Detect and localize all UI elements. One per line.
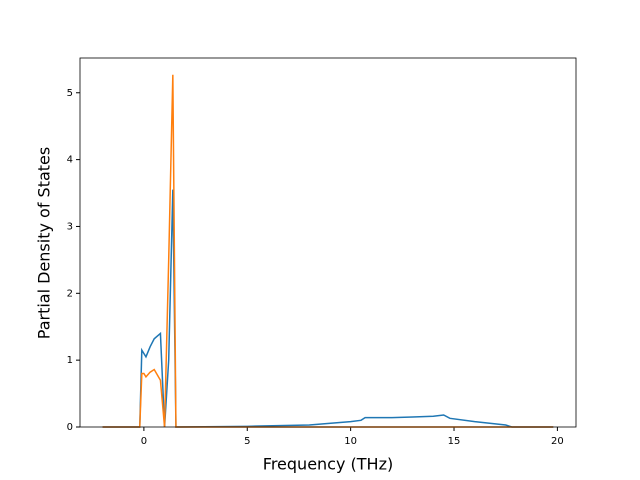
series-line	[102, 74, 554, 428]
y-tick-label: 3	[67, 221, 73, 232]
x-tick-label: 15	[448, 436, 461, 447]
y-tick-label: 1	[67, 355, 73, 366]
y-tick-label: 5	[67, 88, 73, 99]
plot-frame	[79, 57, 577, 428]
x-axis-label: Frequency (THz)	[263, 455, 393, 474]
series-line	[102, 189, 554, 428]
x-tick-label: 20	[551, 436, 564, 447]
x-tick-label: 10	[344, 436, 357, 447]
x-tick-label: 0	[141, 436, 147, 447]
y-tick-label: 2	[67, 288, 73, 299]
x-tick-label: 5	[244, 436, 250, 447]
y-axis-label: Partial Density of States	[35, 147, 54, 339]
y-tick-label: 4	[67, 155, 73, 166]
y-tick-label: 0	[67, 422, 73, 433]
